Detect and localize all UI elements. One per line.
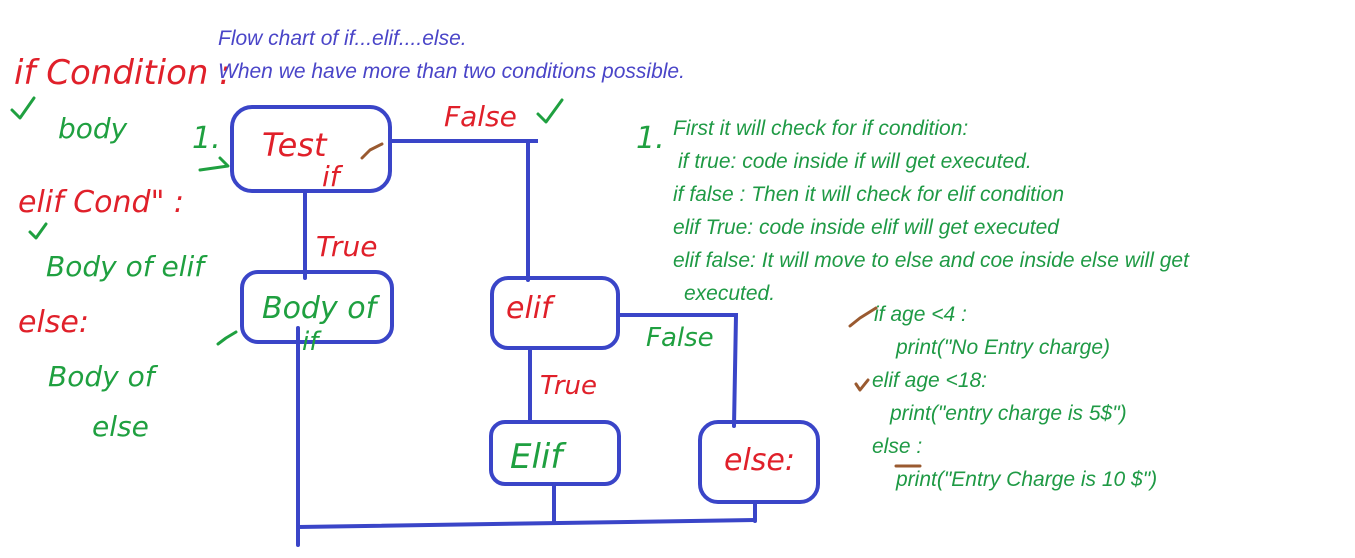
explanation-marker: 1. [636,121,665,156]
code-line-2: print("No Entry charge) [896,331,1110,364]
elif-body-box-label: Elif [510,437,567,477]
code-line-1: if age <4 : [874,298,967,331]
false-label-elif: False [646,323,714,353]
else-box-label: else: [724,443,795,478]
page-title-line2: When we have more than two conditions po… [218,55,685,88]
explanation-line-6: executed. [684,277,775,310]
note-body-of-else-1: Body of [48,360,159,393]
connector-test-false-to-elif [390,141,538,280]
test-box-line2: if [322,160,344,193]
check-mark-icon [856,380,868,390]
note-body-of-else-2: else [92,410,149,443]
page-title-line1: Flow chart of if...elif....else. [218,22,467,55]
explanation-line-2: if true: code inside if will get execute… [678,145,1032,178]
check-mark-icon [218,332,236,344]
explanation-line-1: First it will check for if condition: [673,112,968,145]
note-body: body [58,112,128,145]
code-line-5: else : [872,430,922,463]
test-box-line1: Test [262,126,328,164]
false-label-top: False [444,100,517,133]
check-mark-icon [12,98,34,118]
check-mark-icon [362,144,382,158]
note-else: else: [18,305,89,340]
explanation-line-4: elif True: code inside elif will get exe… [673,211,1059,244]
code-line-3: elif age <18: [872,364,987,397]
note-elif-cond: elif Cond" : [18,185,184,220]
check-mark-icon [538,100,562,122]
body-box-line1: Body of [262,291,381,326]
note-if-condition: if Condition : [14,53,231,93]
connector-merge-bottom [298,520,755,527]
check-mark-icon [30,224,46,238]
left-notes: if Condition : body elif Cond" : Body of… [14,53,231,443]
arrow-icon [200,158,228,170]
elif-box-label: elif [506,291,556,326]
true-label-2: True [540,371,597,401]
code-line-6: print("Entry Charge is 10 $") [896,463,1157,496]
check-mark-icon [850,308,876,326]
true-label-1: True [316,230,377,263]
code-line-4: print("entry charge is 5$") [890,397,1127,430]
explanation-line-3: if false : Then it will check for elif c… [673,178,1064,211]
flowchart-step-marker: 1. [192,121,221,156]
note-body-of-elif: Body of elif [46,250,208,283]
explanation-line-5: elif false: It will move to else and coe… [673,244,1189,277]
